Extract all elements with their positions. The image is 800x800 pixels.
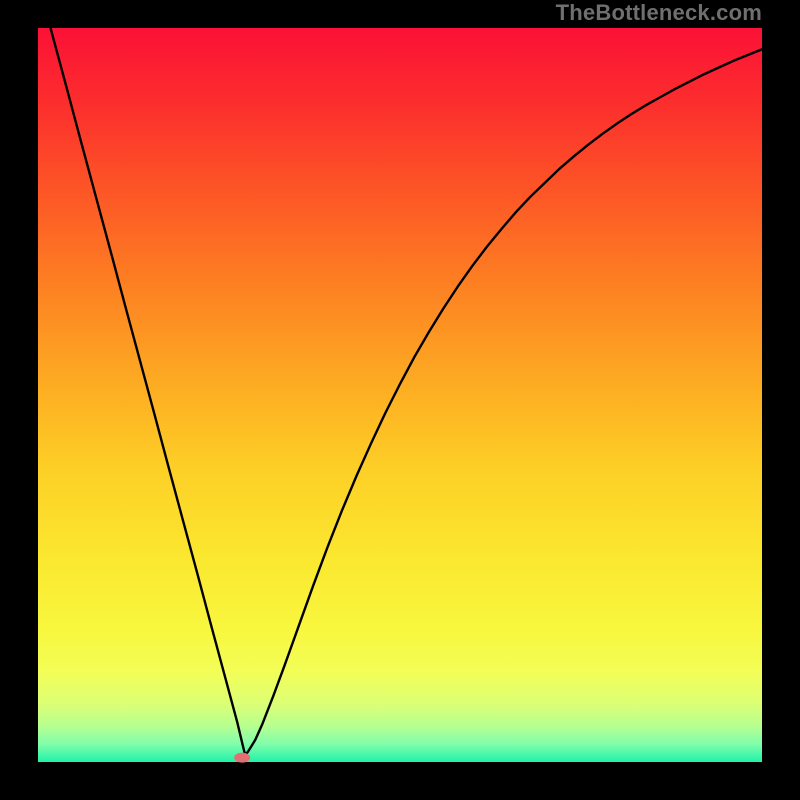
min-marker [234,753,250,763]
watermark-text: TheBottleneck.com [556,0,762,26]
gradient-panel [38,28,762,762]
chart-canvas [0,0,800,800]
